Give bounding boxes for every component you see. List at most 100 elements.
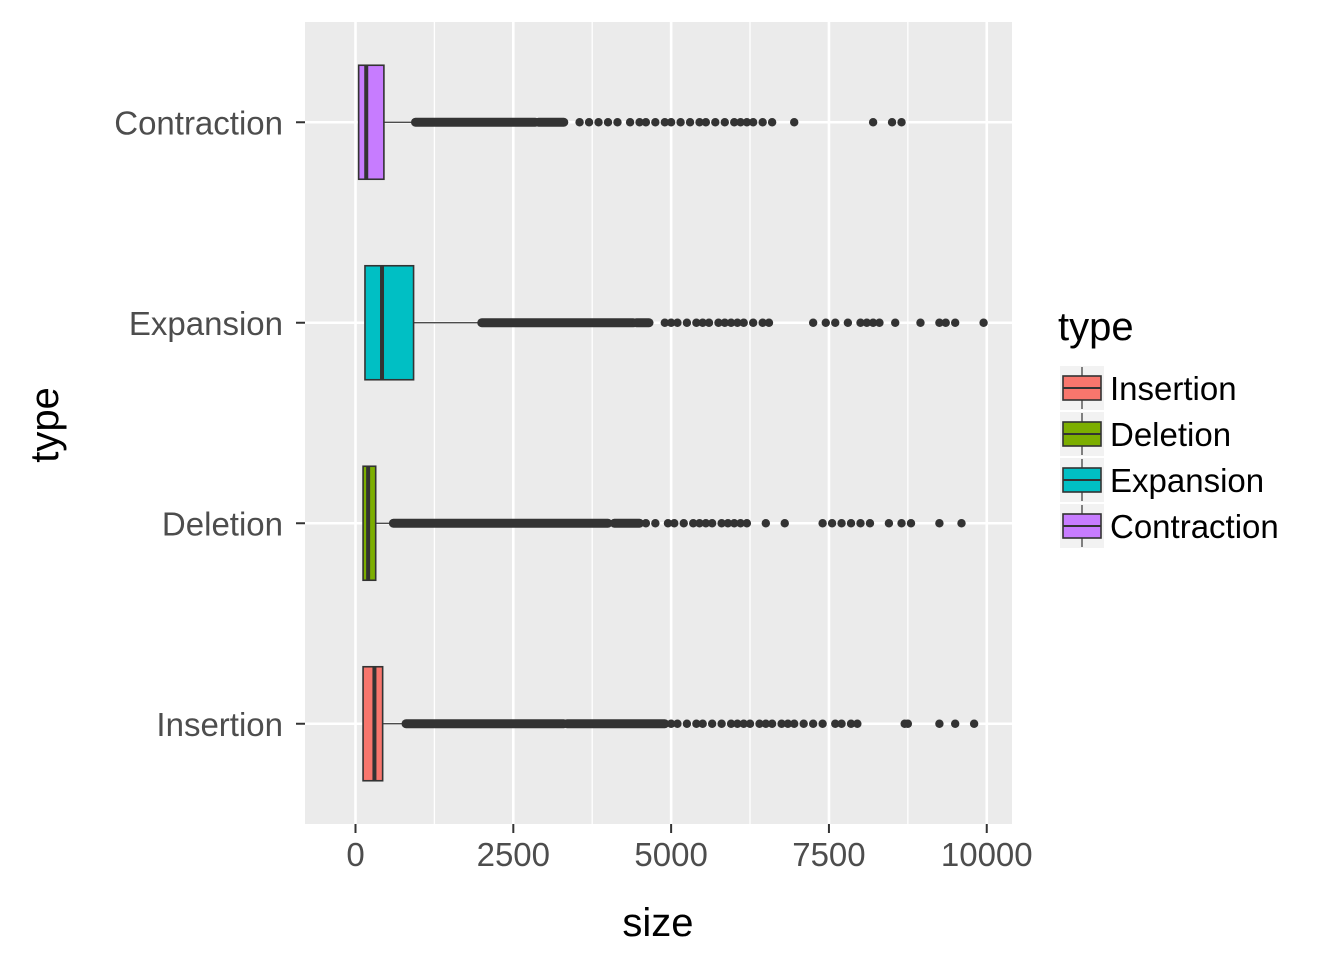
outlier-point [843, 318, 853, 327]
box-expansion [364, 264, 988, 381]
outlier-point [856, 519, 865, 528]
legend-keys: Insertion Deletion Expansion Contraction [1060, 366, 1279, 548]
outlier-point [726, 318, 736, 327]
outlier-point [799, 719, 808, 728]
outlier-point [745, 719, 755, 728]
plot-panel [305, 22, 1012, 824]
outlier-point [692, 318, 701, 327]
outlier-point [584, 118, 594, 127]
outlier-point [761, 719, 771, 728]
outlier-point [711, 118, 720, 127]
outlier-point [821, 318, 830, 327]
outlier-point [758, 118, 767, 127]
box-insertion [362, 665, 979, 782]
outlier-point [594, 118, 603, 127]
outlier-point [682, 719, 692, 728]
outlier-point [739, 318, 748, 327]
outlier-point [701, 519, 711, 528]
outlier-point [865, 519, 875, 528]
outlier-point [695, 519, 704, 528]
box-series [357, 64, 988, 782]
outlier-point [717, 719, 726, 728]
outlier-point [726, 719, 736, 728]
outlier-point [673, 719, 682, 728]
outlier-point [689, 519, 698, 528]
legend-label: Insertion [1110, 370, 1237, 407]
outlier-point [660, 118, 670, 127]
outlier-point [641, 118, 651, 127]
outlier-point [916, 318, 925, 327]
outlier-point [720, 118, 729, 127]
outlier-point [935, 719, 944, 728]
outlier-point [676, 118, 685, 127]
legend-key-expansion: Expansion [1060, 458, 1264, 502]
outlier-point [897, 519, 906, 528]
outlier-point [651, 519, 660, 528]
outlier-point [736, 519, 745, 528]
outlier-point [682, 318, 692, 327]
outlier-point [891, 318, 900, 327]
outlier-point [720, 318, 729, 327]
outlier-point [692, 719, 701, 728]
y-tick-label: Contraction [114, 104, 283, 141]
outlier-point [723, 519, 733, 528]
y-tick-label: Insertion [156, 706, 283, 743]
outlier-point [742, 519, 752, 528]
outlier-point [957, 519, 966, 528]
outlier-point [707, 519, 717, 528]
x-tick-label: 0 [346, 836, 364, 873]
outlier-point [837, 719, 846, 728]
outlier-point [748, 118, 758, 127]
outlier-point [780, 519, 789, 528]
outlier-point [887, 118, 897, 127]
outlier-point [853, 719, 862, 728]
outlier-point [603, 118, 613, 127]
outlier-point [635, 118, 644, 127]
legend-key-deletion: Deletion [1060, 412, 1231, 456]
minor-gridlines [433, 22, 909, 824]
legend-key-insertion: Insertion [1060, 366, 1237, 410]
x-tick-label: 2500 [477, 836, 550, 873]
outlier-point [790, 118, 799, 127]
outlier-point [575, 118, 584, 127]
outlier-point [641, 519, 651, 528]
x-tick-label: 10000 [941, 836, 1033, 873]
outlier-point [730, 118, 739, 127]
y-axis-title: type [23, 387, 67, 463]
outlier-point [666, 719, 676, 728]
y-axis: Insertion Deletion Expansion Contraction [114, 104, 305, 743]
outlier-point [777, 719, 786, 728]
outlier-point [742, 118, 752, 127]
box-contraction-iqr [357, 64, 385, 181]
outlier-point [827, 519, 837, 528]
outlier-point [935, 318, 944, 327]
outlier-point [679, 519, 688, 528]
outlier-point [862, 318, 872, 327]
outlier-point [736, 118, 745, 127]
outlier-point [846, 719, 856, 728]
outlier-point [651, 118, 660, 127]
outlier-point [625, 118, 635, 127]
outlier-point [808, 318, 818, 327]
x-tick-label: 5000 [634, 836, 707, 873]
legend-key-contraction: Contraction [1060, 504, 1279, 548]
outlier-point [767, 719, 777, 728]
outlier-point [941, 318, 950, 327]
y-tick-label: Expansion [129, 305, 283, 342]
outlier-point [758, 318, 767, 327]
outlier-point [717, 519, 726, 528]
outlier-point [808, 719, 818, 728]
outlier-point [670, 519, 679, 528]
outlier-point [868, 118, 878, 127]
box-expansion-iqr [364, 264, 415, 381]
outlier-point [764, 318, 774, 327]
outlier-point [790, 719, 799, 728]
legend-label: Contraction [1110, 508, 1279, 545]
outlier-point [730, 519, 739, 528]
outlier-point [685, 118, 695, 127]
outlier-point [666, 118, 676, 127]
outlier-point [660, 318, 670, 327]
outlier-point [831, 318, 840, 327]
outlier-point [755, 719, 764, 728]
